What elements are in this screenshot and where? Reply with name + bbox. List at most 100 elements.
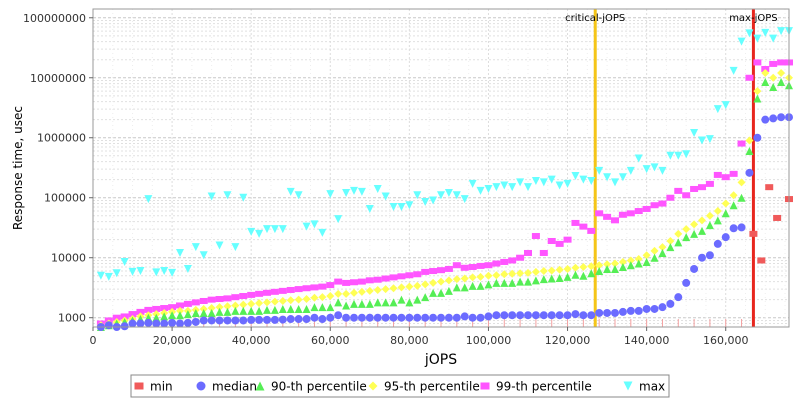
data-point — [611, 264, 619, 273]
data-point — [231, 306, 240, 315]
data-point — [468, 264, 477, 271]
data-point — [357, 187, 366, 196]
data-point — [413, 295, 422, 304]
data-point — [215, 303, 224, 312]
data-point — [389, 274, 398, 281]
data-point — [342, 313, 351, 322]
data-point — [429, 278, 438, 287]
data-point — [231, 301, 240, 310]
data-point — [294, 191, 303, 200]
data-point — [500, 311, 509, 320]
data-point — [476, 281, 485, 290]
legend-item: min — [134, 380, 173, 394]
data-point — [777, 113, 786, 122]
data-point — [468, 313, 477, 322]
data-point — [603, 173, 612, 182]
data-point — [492, 271, 501, 280]
data-point — [429, 268, 438, 275]
data-point — [579, 271, 588, 280]
data-point — [168, 268, 177, 277]
data-point — [642, 205, 651, 212]
data-point — [460, 195, 469, 204]
data-point — [777, 59, 786, 66]
data-point — [120, 322, 129, 331]
data-point — [777, 27, 786, 36]
data-point — [745, 136, 754, 145]
series-max — [96, 27, 793, 281]
data-point — [421, 313, 430, 322]
data-point — [278, 287, 287, 294]
legend-item: 99-th percentile — [480, 380, 592, 394]
data-point — [160, 305, 169, 312]
data-point — [579, 263, 588, 272]
data-point — [270, 288, 279, 295]
data-point — [757, 257, 766, 264]
data-point — [555, 273, 564, 282]
data-point — [342, 188, 351, 197]
data-point — [618, 307, 627, 316]
data-point — [326, 303, 335, 312]
data-point — [136, 308, 145, 315]
data-point — [468, 179, 477, 188]
data-point — [587, 177, 596, 186]
data-point — [357, 278, 366, 285]
data-point — [452, 283, 461, 292]
data-point — [183, 300, 192, 307]
data-point — [389, 298, 398, 307]
legend-item: 90-th percentile — [255, 380, 367, 394]
data-point — [413, 313, 422, 322]
data-point — [729, 224, 738, 233]
data-point — [547, 274, 556, 283]
data-point — [650, 253, 659, 262]
x-axis-title: jOPS — [424, 352, 457, 368]
y-tick-label: 100000 — [44, 192, 86, 205]
data-point — [690, 264, 699, 273]
data-point — [721, 199, 730, 208]
x-tick-label: 0 — [90, 334, 97, 347]
data-point — [120, 313, 129, 320]
data-point — [769, 60, 778, 67]
data-point — [357, 287, 366, 296]
data-point — [96, 271, 105, 280]
data-point — [769, 114, 778, 123]
data-point — [255, 290, 264, 297]
data-point — [310, 284, 319, 291]
data-point — [255, 299, 264, 308]
data-point — [476, 272, 485, 281]
data-point — [247, 315, 256, 324]
data-point — [547, 175, 556, 184]
data-point — [270, 315, 279, 324]
data-point — [199, 297, 208, 304]
data-point — [484, 312, 493, 321]
data-point — [508, 278, 517, 287]
data-point — [563, 236, 572, 243]
data-point — [492, 260, 501, 267]
data-point — [215, 307, 224, 316]
x-tick-label: 120,000 — [545, 334, 591, 347]
data-point — [421, 293, 430, 302]
data-point — [263, 298, 271, 307]
data-point — [191, 299, 200, 306]
data-point — [357, 299, 366, 308]
data-point — [365, 313, 374, 322]
data-point — [452, 191, 461, 200]
data-point — [437, 191, 445, 200]
data-point — [650, 246, 659, 255]
data-point — [539, 178, 548, 187]
data-point — [318, 228, 327, 237]
data-point — [555, 240, 564, 247]
data-point — [531, 233, 540, 240]
data-point — [381, 275, 390, 282]
data-point — [690, 229, 699, 238]
data-point — [524, 277, 532, 286]
data-point — [611, 259, 619, 268]
data-point — [634, 259, 643, 268]
data-point — [199, 316, 208, 325]
legend-swatch — [196, 381, 206, 391]
data-point — [421, 268, 430, 275]
legend-item: 95-th percentile — [368, 380, 480, 394]
data-point — [413, 271, 422, 278]
data-point — [152, 305, 161, 312]
data-point — [365, 299, 374, 308]
data-point — [104, 272, 113, 281]
